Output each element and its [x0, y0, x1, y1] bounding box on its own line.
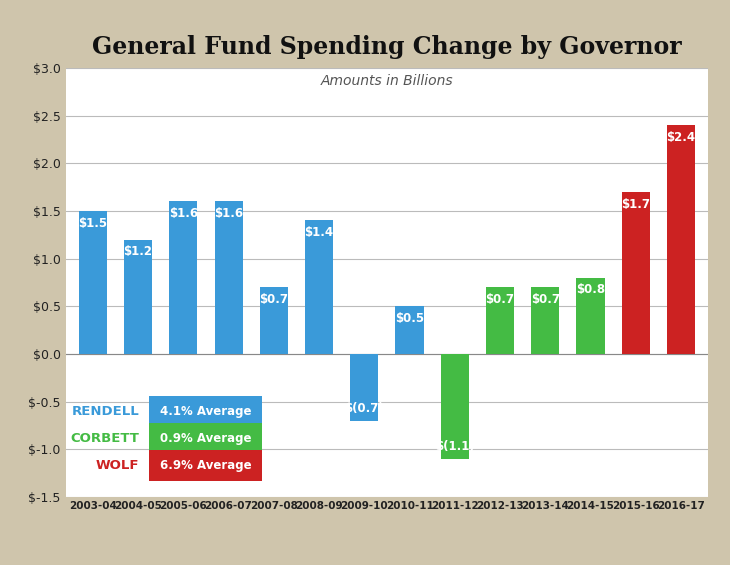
Bar — [577, 278, 604, 354]
Title: General Fund Spending Change by Governor: General Fund Spending Change by Governor — [92, 35, 682, 59]
Bar — [486, 287, 514, 354]
Bar — [215, 201, 242, 354]
Bar — [531, 287, 559, 354]
Text: $0.5: $0.5 — [395, 312, 424, 325]
Text: Amounts in Billions: Amounts in Billions — [320, 74, 453, 88]
Bar — [305, 220, 333, 354]
Bar — [169, 201, 197, 354]
Bar — [350, 354, 378, 421]
Text: CORBETT: CORBETT — [71, 432, 139, 445]
Bar — [124, 240, 152, 354]
Text: $(0.7): $(0.7) — [345, 402, 384, 415]
Text: $1.2: $1.2 — [123, 245, 153, 258]
Bar — [622, 192, 650, 354]
Text: $2.4: $2.4 — [666, 131, 696, 144]
FancyBboxPatch shape — [149, 396, 261, 427]
Text: $(1.1): $(1.1) — [435, 440, 474, 453]
FancyBboxPatch shape — [149, 450, 261, 481]
Text: $1.6: $1.6 — [169, 207, 198, 220]
Text: $1.4: $1.4 — [304, 226, 334, 239]
Text: $0.7: $0.7 — [531, 293, 560, 306]
Bar — [260, 287, 288, 354]
FancyBboxPatch shape — [149, 423, 261, 454]
Bar — [79, 211, 107, 354]
Text: 0.9% Average: 0.9% Average — [160, 432, 251, 445]
Text: $0.8: $0.8 — [576, 284, 605, 297]
Bar — [396, 306, 423, 354]
Text: 4.1% Average: 4.1% Average — [160, 405, 251, 418]
Bar — [667, 125, 695, 354]
Text: $0.7: $0.7 — [259, 293, 288, 306]
Text: $1.6: $1.6 — [214, 207, 243, 220]
Text: WOLF: WOLF — [96, 459, 139, 472]
Bar — [441, 354, 469, 459]
Text: 6.9% Average: 6.9% Average — [160, 459, 251, 472]
Text: $0.7: $0.7 — [485, 293, 515, 306]
Text: $1.5: $1.5 — [78, 216, 107, 229]
Text: $1.7: $1.7 — [621, 198, 650, 211]
Text: RENDELL: RENDELL — [72, 405, 139, 418]
